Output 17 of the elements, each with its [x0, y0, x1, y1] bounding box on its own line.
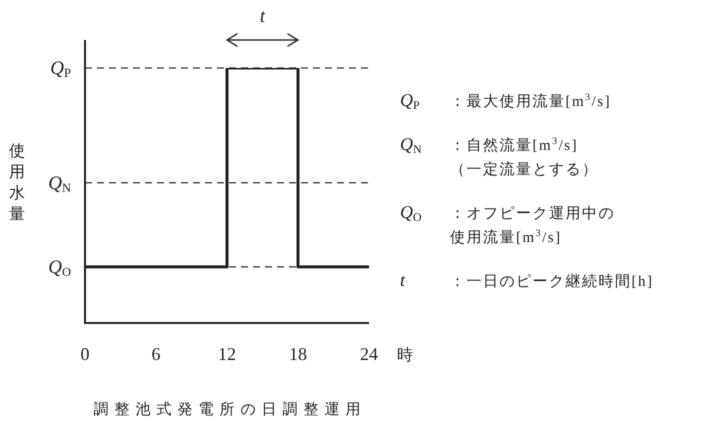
text: Q$_{P}$ ：最大使用流量[m$^{3}$/s]	[400, 90, 612, 112]
x-tick-label: 0	[80, 344, 90, 364]
ref-line-label: Q$_{P}$	[50, 58, 72, 80]
text: 調整池式発電所の日調整運用	[94, 401, 366, 418]
x-tick-label: 6	[152, 344, 160, 364]
ref-line-label: Q$_{N}$	[48, 172, 71, 195]
ref-line-label: Q$_{O}$	[48, 256, 71, 280]
x-axis-title: 時	[397, 346, 413, 364]
x-tick-label: 12	[218, 344, 236, 364]
x-tick-label: 24	[360, 344, 378, 364]
text: ：一日のピーク継続時間[h]	[450, 274, 654, 290]
y-axis-title: 使用水量	[9, 143, 25, 223]
text: Q$_{N}$ ：自然流量[m$^{3}$/s]（一定流量とする）	[400, 134, 598, 178]
text: t	[260, 6, 266, 27]
x-tick-label: 18	[289, 344, 307, 364]
text: t	[400, 270, 406, 290]
text: Q$_{O}$ ：オフピーク運用中の使用流量[m$^{3}$/s]	[400, 202, 615, 246]
